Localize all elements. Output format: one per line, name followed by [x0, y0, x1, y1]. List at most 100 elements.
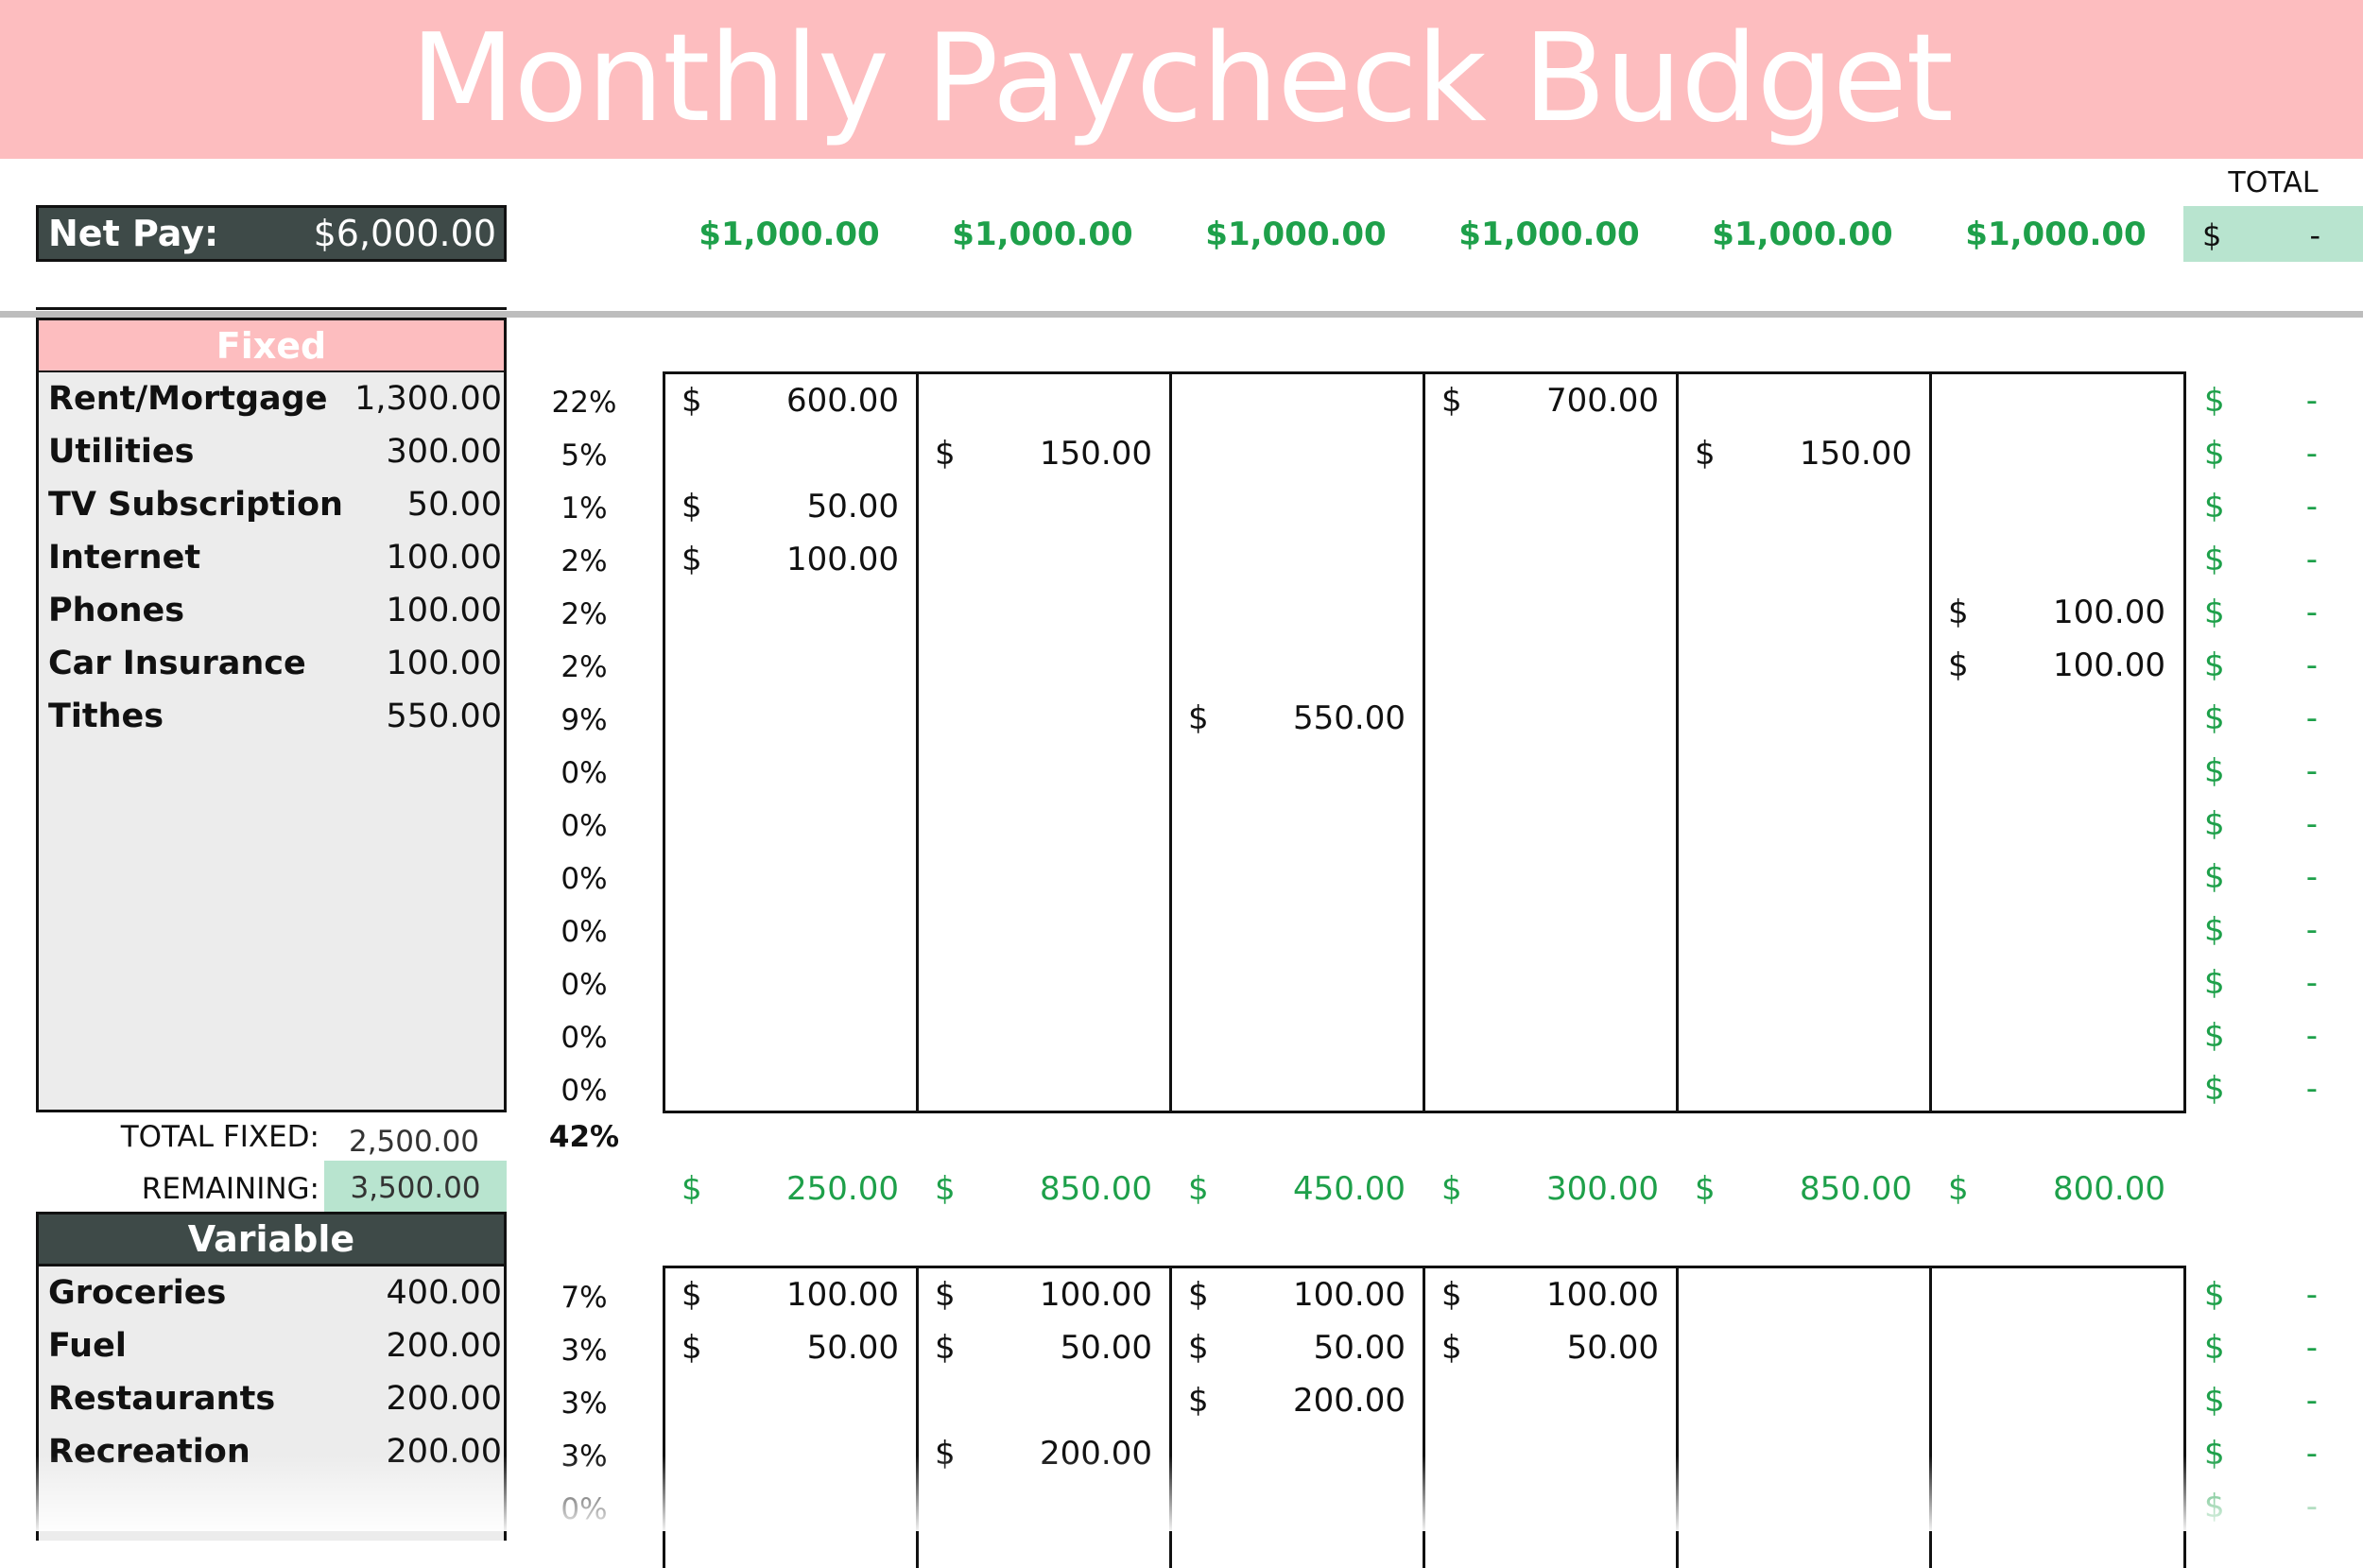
- row-total-value: -: [2305, 805, 2318, 843]
- row-total-value: -: [2305, 699, 2318, 737]
- paycheck-amount-6[interactable]: $1,000.00: [1965, 215, 2147, 253]
- category-name: Car Insurance: [48, 645, 306, 682]
- allocation-value: 150.00: [1040, 435, 1152, 473]
- remaining-value: 850.00: [1800, 1170, 1912, 1208]
- row-total-value: -: [2305, 911, 2318, 949]
- variable-allocation-cell[interactable]: $50.00: [1169, 1321, 1423, 1374]
- fixed-pct: 1%: [561, 491, 608, 526]
- fixed-allocation-cell[interactable]: $550.00: [1169, 692, 1423, 745]
- fixed-row-total: $ -: [2183, 1009, 2363, 1062]
- category-name: TV Subscription: [48, 486, 343, 524]
- fixed-item-tv-subscription[interactable]: TV Subscription 50.00: [48, 478, 502, 531]
- fixed-item-phones[interactable]: Phones 100.00: [48, 584, 502, 637]
- allocation-value: 700.00: [1546, 382, 1659, 420]
- variable-allocation-cell[interactable]: $50.00: [916, 1321, 1169, 1374]
- category-amount: 100.00: [386, 645, 502, 682]
- grid-divider: [1423, 1268, 1425, 1568]
- fixed-allocation-cell[interactable]: $50.00: [663, 480, 916, 533]
- category-name: Phones: [48, 592, 185, 629]
- fixed-item-tithes[interactable]: Tithes 550.00: [48, 690, 502, 743]
- variable-allocation-cell[interactable]: $50.00: [1423, 1321, 1676, 1374]
- allocation-value: 100.00: [1546, 1276, 1659, 1314]
- currency-symbol: $: [1188, 1329, 1209, 1367]
- variable-section-header: Variable: [36, 1212, 507, 1266]
- net-pay-box: Net Pay: $6,000.00: [36, 205, 507, 262]
- currency-symbol: $: [2204, 488, 2225, 526]
- total-fixed-pct: 42%: [548, 1120, 620, 1154]
- currency-symbol: $: [1441, 1170, 1462, 1208]
- fixed-pct: 22%: [551, 386, 617, 420]
- paycheck-amount-1[interactable]: $1,000.00: [699, 215, 880, 253]
- paycheck-amount-3[interactable]: $1,000.00: [1205, 215, 1387, 253]
- fixed-pct: 5%: [561, 439, 608, 473]
- category-amount: 1,300.00: [354, 380, 502, 418]
- paycheck-amount-5[interactable]: $1,000.00: [1712, 215, 1893, 253]
- remaining-value: 3,500.00: [324, 1161, 507, 1212]
- remaining-value: 800.00: [2053, 1170, 2165, 1208]
- fixed-row-total: $ -: [2183, 1062, 2363, 1115]
- fixed-pct-empty: 0%: [561, 1074, 608, 1108]
- fixed-allocation-cell[interactable]: $100.00: [1929, 639, 2182, 692]
- fixed-item-utilities[interactable]: Utilities 300.00: [48, 425, 502, 478]
- row-total-value: -: [2305, 1329, 2318, 1367]
- currency-symbol: $: [681, 488, 702, 526]
- variable-item-restaurants[interactable]: Restaurants 200.00: [48, 1372, 502, 1425]
- currency-symbol: $: [1188, 1382, 1209, 1420]
- variable-allocation-cell[interactable]: $100.00: [663, 1268, 916, 1321]
- fixed-item-car-insurance[interactable]: Car Insurance 100.00: [48, 637, 502, 690]
- currency-symbol: $: [681, 382, 702, 420]
- currency-symbol: $: [935, 1276, 956, 1314]
- variable-allocation-cell[interactable]: $100.00: [916, 1268, 1169, 1321]
- fixed-allocation-cell[interactable]: $150.00: [1676, 427, 1929, 480]
- total-value: -: [2309, 217, 2320, 253]
- currency-symbol: $: [935, 435, 956, 473]
- variable-allocation-cell[interactable]: $100.00: [1423, 1268, 1676, 1321]
- grid-divider: [916, 1268, 919, 1568]
- allocation-value: 50.00: [1060, 1329, 1152, 1367]
- fixed-allocation-cell[interactable]: $600.00: [663, 374, 916, 427]
- allocation-value: 600.00: [786, 382, 899, 420]
- row-total-value: -: [2305, 541, 2318, 578]
- currency-symbol: $: [2204, 699, 2225, 737]
- paycheck-amount-2[interactable]: $1,000.00: [952, 215, 1133, 253]
- net-pay-value[interactable]: $6,000.00: [313, 213, 496, 254]
- currency-symbol: $: [2204, 1329, 2225, 1367]
- variable-allocation-cell[interactable]: $200.00: [1169, 1374, 1423, 1427]
- remaining-per-paycheck: $800.00: [1929, 1170, 2182, 1223]
- fixed-allocation-cell[interactable]: $700.00: [1423, 374, 1676, 427]
- fixed-item-rent[interactable]: Rent/Mortgage 1,300.00: [48, 372, 502, 425]
- remaining-value: 250.00: [786, 1170, 899, 1208]
- currency-symbol: $: [2204, 382, 2225, 420]
- currency-symbol: $: [1441, 382, 1462, 420]
- allocation-value: 100.00: [2053, 594, 2165, 631]
- grid-divider: [1676, 1268, 1679, 1568]
- paycheck-amount-4[interactable]: $1,000.00: [1458, 215, 1640, 253]
- allocation-value: 100.00: [786, 1276, 899, 1314]
- variable-item-fuel[interactable]: Fuel 200.00: [48, 1319, 502, 1372]
- fixed-row-total: $ -: [2183, 851, 2363, 904]
- fixed-item-internet[interactable]: Internet 100.00: [48, 531, 502, 584]
- net-pay-label: Net Pay:: [48, 213, 219, 254]
- fixed-allocation-cell[interactable]: $100.00: [663, 533, 916, 586]
- fixed-pct-empty: 0%: [561, 809, 608, 843]
- currency-symbol: $: [1441, 1329, 1462, 1367]
- fixed-allocation-cell[interactable]: $100.00: [1929, 586, 2182, 639]
- allocation-value: 100.00: [1040, 1276, 1152, 1314]
- variable-allocation-cell[interactable]: $100.00: [1169, 1268, 1423, 1321]
- category-name: Groceries: [48, 1274, 227, 1312]
- variable-pct: 7%: [561, 1281, 608, 1315]
- variable-row-total: $-: [2183, 1374, 2363, 1427]
- allocation-value: 150.00: [1800, 435, 1912, 473]
- grid-divider: [916, 374, 919, 1111]
- fixed-allocation-cell[interactable]: $150.00: [916, 427, 1169, 480]
- category-amount: 200.00: [386, 1380, 502, 1418]
- fixed-pct-empty: 0%: [561, 862, 608, 896]
- variable-allocation-cell[interactable]: $50.00: [663, 1321, 916, 1374]
- row-total-value: -: [2305, 594, 2318, 631]
- total-column-header: TOTAL: [2228, 166, 2319, 199]
- currency-symbol: $: [1441, 1276, 1462, 1314]
- variable-item-groceries[interactable]: Groceries 400.00: [48, 1266, 502, 1319]
- remaining-per-paycheck: $450.00: [1169, 1170, 1423, 1223]
- currency-symbol: $: [2204, 541, 2225, 578]
- allocation-value: 100.00: [786, 541, 899, 578]
